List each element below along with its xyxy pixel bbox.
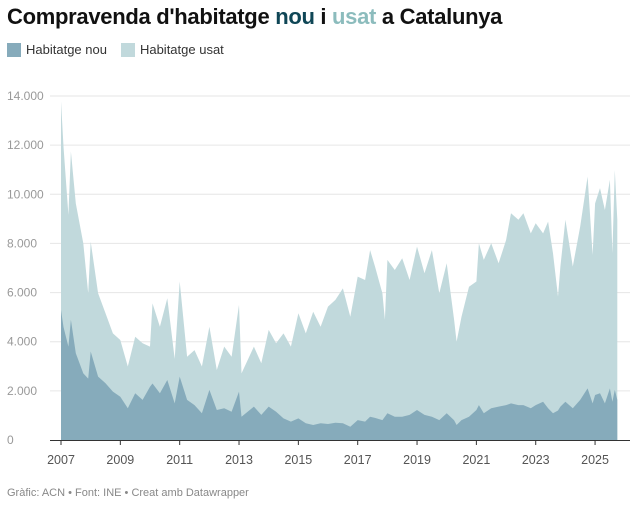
x-tick-label: 2023 [522, 453, 550, 467]
y-tick-label: 0 [7, 433, 14, 447]
x-tick-label: 2007 [47, 453, 75, 467]
legend-item-nou: Habitatge nou [7, 42, 107, 57]
x-tick-label: 2013 [225, 453, 253, 467]
y-tick-label: 10.000 [7, 187, 44, 201]
legend-swatch [120, 42, 135, 57]
y-tick-label: 6.000 [7, 286, 37, 300]
x-tick-label: 2009 [106, 453, 134, 467]
x-tick-label: 2019 [403, 453, 431, 467]
legend-swatch [7, 42, 21, 57]
y-tick-label: 12.000 [7, 138, 44, 152]
legend-item-usat: Habitatge usat [120, 42, 224, 57]
legend-label: Habitatge usat [139, 42, 224, 57]
x-tick-label: 2015 [284, 453, 312, 467]
title-highlight-nou: nou [275, 4, 315, 29]
chart-title: Compravenda d'habitatge nou i usat a Cat… [7, 4, 502, 30]
title-text: Compravenda d'habitatge [7, 4, 276, 29]
title-text: i [314, 4, 333, 29]
x-tick-label: 2025 [581, 453, 609, 467]
area-habitatge-usat [61, 101, 618, 441]
y-tick-label: 14.000 [7, 89, 44, 103]
title-highlight-usat: usat [332, 4, 377, 29]
legend-label: Habitatge nou [26, 42, 107, 57]
area-habitatge-nou [61, 310, 618, 440]
x-tick-label: 2011 [166, 453, 193, 467]
x-tick-label: 2017 [344, 453, 372, 467]
x-tick-label: 2021 [462, 453, 490, 467]
legend: Habitatge nou Habitatge usat [7, 42, 224, 57]
y-tick-label: 4.000 [7, 335, 37, 349]
y-tick-label: 2.000 [7, 384, 37, 398]
title-text: a Catalunya [376, 4, 503, 29]
y-tick-label: 8.000 [7, 236, 37, 250]
footer-credits: Gràfic: ACN • Font: INE • Creat amb Data… [7, 487, 249, 499]
